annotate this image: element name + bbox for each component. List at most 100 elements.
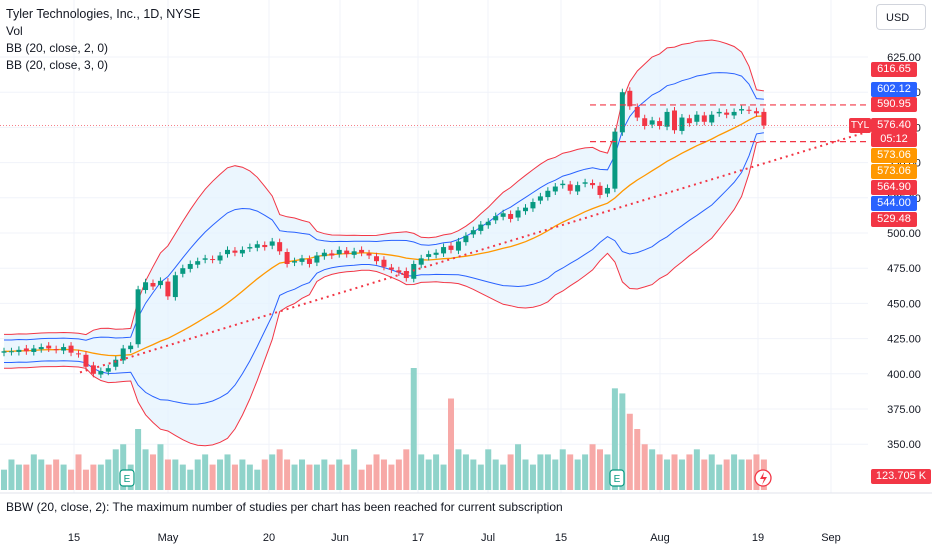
volume-bar (82, 469, 89, 490)
candle-body (485, 221, 491, 226)
volume-bar (455, 449, 462, 490)
candle-body (180, 268, 186, 274)
candle-body (38, 347, 44, 350)
candle-body (634, 106, 640, 118)
volume-bar (693, 449, 700, 490)
candle-body (709, 114, 715, 123)
candle-body (306, 259, 312, 264)
candle-body (679, 117, 685, 131)
candle-body (359, 249, 365, 253)
volume-bar (753, 454, 760, 490)
volume-bar (589, 444, 596, 490)
candle-body (381, 259, 387, 267)
candle-body (761, 111, 767, 126)
legend-bb2[interactable]: BB (20, close, 3, 0) (6, 58, 109, 72)
x-tick-label: 17 (412, 532, 424, 544)
volume-bar (641, 444, 648, 490)
currency-selector[interactable]: USD (876, 4, 926, 30)
chart-legend: Tyler Technologies, Inc., 1D, NYSE Vol B… (6, 6, 200, 74)
volume-bar (380, 459, 387, 490)
x-tick-label: 19 (752, 532, 764, 544)
volume-bar (492, 459, 499, 490)
volume-bar (246, 464, 253, 490)
volume-bar (597, 449, 603, 490)
symbol-title[interactable]: Tyler Technologies, Inc., 1D, NYSE (6, 7, 201, 21)
volume-bar (373, 454, 380, 490)
candle-body (165, 281, 171, 297)
candle-body (642, 118, 648, 126)
volume-bar (328, 464, 335, 490)
candle-body (292, 261, 298, 263)
price-label: 573.06 (871, 164, 917, 179)
price-label: 544.00 (871, 196, 917, 211)
price-label: 564.90 (871, 180, 917, 195)
volume-bar (120, 444, 127, 490)
candle-body (68, 345, 74, 353)
candle-body (150, 282, 156, 287)
price-label: 576.40 (871, 118, 917, 133)
volume-bar (716, 464, 723, 490)
volume-bar (68, 469, 75, 490)
candle-body (724, 112, 730, 115)
x-tick-label: Aug (650, 532, 670, 544)
volume-bar (559, 449, 566, 490)
volume-bar (678, 459, 685, 490)
volume-bar (299, 459, 305, 490)
candle-body (8, 351, 14, 353)
candle-body (731, 111, 737, 116)
candle-body (597, 185, 603, 195)
candle-body (254, 244, 260, 248)
volume-bar (1, 469, 7, 490)
volume-bar (269, 454, 276, 490)
price-label: 590.95 (871, 97, 917, 112)
volume-bar (38, 459, 45, 490)
volume-bar (448, 398, 454, 490)
bb-fill (4, 40, 764, 446)
volume-bar (686, 454, 693, 490)
x-tick-label: Jul (481, 532, 495, 544)
volume-bar (60, 464, 67, 490)
candle-body (545, 190, 551, 198)
volume-bar (321, 459, 328, 490)
candle-body (143, 282, 149, 291)
volume-bar (582, 454, 589, 490)
volume-bar (358, 469, 365, 490)
candle-body (582, 182, 588, 184)
legend-vol[interactable]: Vol (6, 24, 23, 38)
bb-upper-3 (4, 39, 764, 336)
x-axis: 15 May 20 Jun 17 Jul 15 Aug 19 Sep (0, 492, 932, 544)
volume-bar (90, 464, 97, 490)
volume-bar (30, 454, 37, 490)
legend-bb1[interactable]: BB (20, close, 2, 0) (6, 41, 109, 55)
volume-bar (537, 454, 544, 490)
candle-body (530, 202, 536, 209)
volume-bar (485, 449, 492, 490)
candle-body (232, 250, 238, 253)
volume-bar (470, 459, 477, 490)
volume-bar (500, 464, 507, 490)
volume-bar (440, 464, 447, 490)
volume-bar (336, 459, 343, 490)
volume-bar (746, 459, 752, 490)
volume-bar (477, 464, 484, 490)
candle-body (284, 252, 290, 264)
candle-body (46, 345, 52, 349)
candle-body (187, 263, 193, 269)
y-tick-label: 375.00 (887, 404, 921, 416)
candle-body (277, 242, 283, 252)
candle-body (567, 184, 573, 191)
volume-bar (351, 449, 358, 490)
candle-body (552, 186, 558, 192)
volume-bar (179, 464, 186, 490)
volume-bar (276, 449, 283, 490)
volume-bar (254, 469, 261, 490)
volume-bar (626, 413, 633, 490)
drawings (0, 104, 869, 374)
volume-bar (425, 459, 432, 490)
volume-bar (701, 459, 708, 490)
y-tick-label: 450.00 (887, 298, 921, 310)
volume-bar (656, 454, 663, 490)
candle-body (739, 109, 745, 111)
